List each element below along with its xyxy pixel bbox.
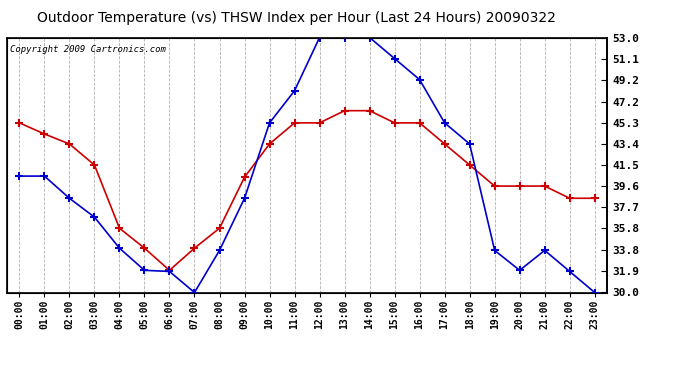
Text: Outdoor Temperature (vs) THSW Index per Hour (Last 24 Hours) 20090322: Outdoor Temperature (vs) THSW Index per … (37, 11, 556, 25)
Text: Copyright 2009 Cartronics.com: Copyright 2009 Cartronics.com (10, 45, 166, 54)
